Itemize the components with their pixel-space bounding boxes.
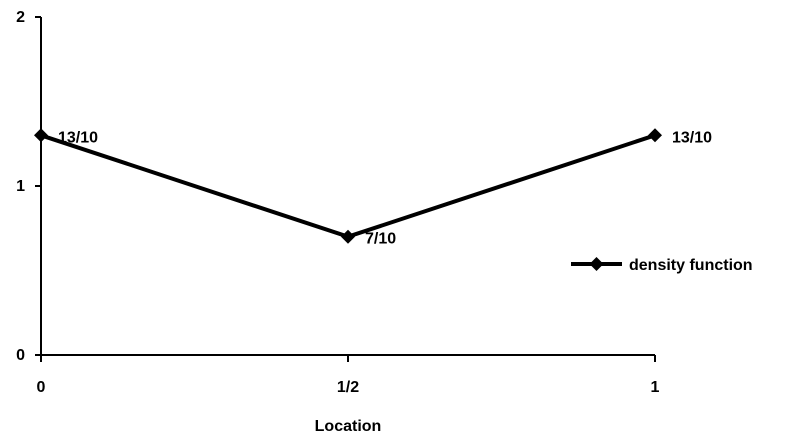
data-point-marker	[648, 128, 662, 143]
x-ticks: 0 1/2 1	[37, 355, 660, 396]
legend-label: density function	[629, 257, 753, 274]
x-tick-label: 1	[651, 379, 660, 396]
legend-marker	[589, 257, 604, 271]
x-tick-label: 0	[37, 379, 46, 396]
y-tick-label: 2	[16, 9, 25, 26]
data-label: 7/10	[365, 231, 396, 248]
data-label: 13/10	[58, 129, 98, 146]
y-tick-label: 1	[16, 178, 25, 195]
series-layer	[34, 128, 662, 244]
data-point-marker	[341, 229, 355, 244]
axes	[40, 17, 655, 356]
data-labels: 13/10 7/10 13/10	[58, 129, 712, 247]
data-point-marker	[34, 128, 48, 143]
x-axis-title: Location	[315, 418, 382, 435]
y-tick-label: 0	[16, 347, 25, 364]
legend: density function	[571, 257, 753, 274]
series-line	[40, 133, 656, 239]
x-tick-label: 1/2	[337, 379, 359, 396]
y-ticks: 0 1 2	[16, 9, 41, 364]
data-label: 13/10	[672, 129, 712, 146]
